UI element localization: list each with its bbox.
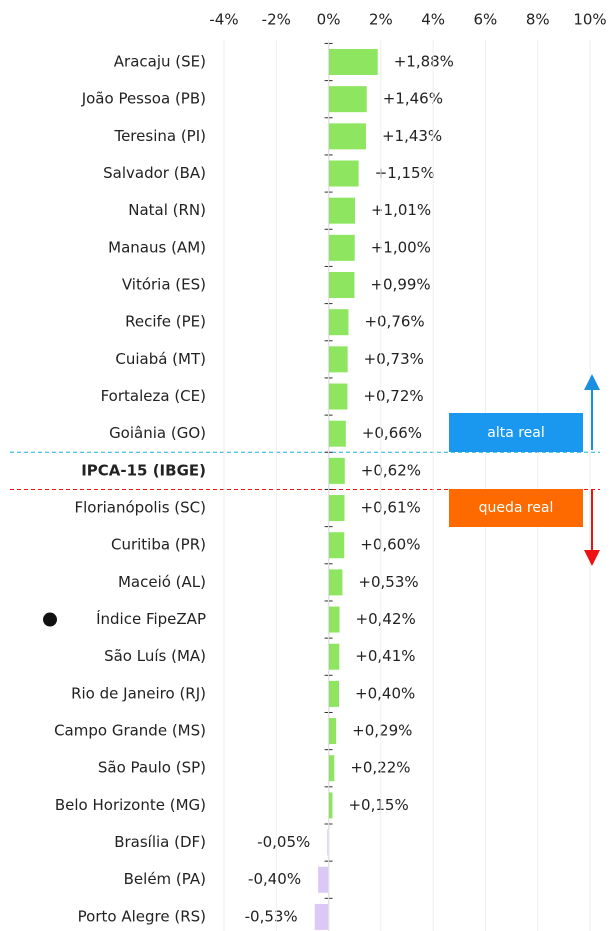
x-tick-label: 8% <box>526 11 550 29</box>
bar <box>328 606 340 633</box>
x-tick-label: -4% <box>209 11 238 29</box>
value-label: +0,61% <box>361 499 421 517</box>
category-label: São Luís (MA) <box>104 647 206 665</box>
bar <box>328 495 345 522</box>
value-label: +1,88% <box>394 53 454 71</box>
category-label: Belém (PA) <box>124 870 206 888</box>
bar <box>328 680 340 707</box>
value-label: +0,41% <box>355 647 415 665</box>
x-tick-label: -2% <box>262 11 291 29</box>
value-label: +0,40% <box>355 684 415 702</box>
bar <box>328 718 337 745</box>
value-label: +0,29% <box>352 722 412 740</box>
bar <box>328 197 355 224</box>
category-label: Campo Grande (MS) <box>54 722 206 740</box>
value-label: +1,46% <box>383 90 443 108</box>
x-tick-label: 10% <box>573 11 606 29</box>
category-label: Cuiabá (MT) <box>115 350 206 368</box>
alta-box <box>449 413 583 452</box>
category-label: Fortaleza (CE) <box>101 387 206 405</box>
category-label: Salvador (BA) <box>103 164 206 182</box>
bar <box>327 829 329 856</box>
annotation: alta real <box>487 425 545 441</box>
x-tick-label: 6% <box>474 11 498 29</box>
bar <box>328 457 345 484</box>
bar <box>328 309 349 336</box>
bar <box>328 643 340 670</box>
category-label: Rio de Janeiro (RJ) <box>71 684 206 702</box>
queda-box <box>449 489 583 527</box>
bar <box>328 532 345 559</box>
annotation: queda real <box>479 500 554 516</box>
bar <box>328 792 333 819</box>
category-label: Recife (PE) <box>125 313 206 331</box>
category-label: Brasília (DF) <box>114 833 206 851</box>
value-label: +0,73% <box>364 350 424 368</box>
bar <box>328 123 366 150</box>
category-label: Florianópolis (SC) <box>75 499 207 517</box>
category-label: Goiânia (GO) <box>109 424 206 442</box>
bar <box>328 272 355 299</box>
value-label: -0,53% <box>245 907 298 925</box>
value-label: +0,53% <box>358 573 418 591</box>
category-label: São Paulo (SP) <box>98 759 206 777</box>
category-label: João Pessoa (PB) <box>81 90 206 108</box>
value-label: +0,66% <box>362 424 422 442</box>
bar <box>318 866 329 893</box>
category-label: Manaus (AM) <box>108 238 206 256</box>
bar <box>328 383 348 410</box>
category-label: Vitória (ES) <box>122 276 206 294</box>
value-label: +1,43% <box>382 127 442 145</box>
bar <box>328 755 335 782</box>
value-label: +0,62% <box>361 461 421 479</box>
bar <box>328 346 348 373</box>
value-label: -0,40% <box>248 870 301 888</box>
bar <box>328 86 367 113</box>
category-label: IPCA-15 (IBGE) <box>81 461 206 479</box>
x-tick-label: 2% <box>369 11 393 29</box>
value-label: +1,01% <box>371 201 431 219</box>
value-label: +0,99% <box>370 276 430 294</box>
category-label: Índice FipeZAP <box>96 609 206 628</box>
bar <box>328 49 378 75</box>
category-label: Maceió (AL) <box>118 573 206 591</box>
bar <box>328 569 343 596</box>
value-label: +1,00% <box>371 238 431 256</box>
bar <box>314 903 329 930</box>
value-label: +1,15% <box>375 164 435 182</box>
category-label: Aracaju (SE) <box>114 53 206 71</box>
bar <box>328 420 346 447</box>
value-label: +0,76% <box>364 313 424 331</box>
bar <box>328 234 355 261</box>
bar <box>328 160 359 187</box>
category-label: Belo Horizonte (MG) <box>55 796 206 814</box>
category-label: Curitiba (PR) <box>111 536 206 554</box>
x-tick-label: 4% <box>421 11 445 29</box>
value-label: +0,42% <box>356 610 416 628</box>
value-label: +0,15% <box>348 796 408 814</box>
category-label: Teresina (PI) <box>113 127 206 145</box>
category-label: Porto Alegre (RS) <box>78 907 206 925</box>
value-label: -0,05% <box>257 833 310 851</box>
value-label: +0,60% <box>360 536 420 554</box>
value-label: +0,72% <box>363 387 423 405</box>
bullet <box>43 612 57 627</box>
x-tick-label: 0% <box>317 11 341 29</box>
category-label: Natal (RN) <box>128 201 206 219</box>
